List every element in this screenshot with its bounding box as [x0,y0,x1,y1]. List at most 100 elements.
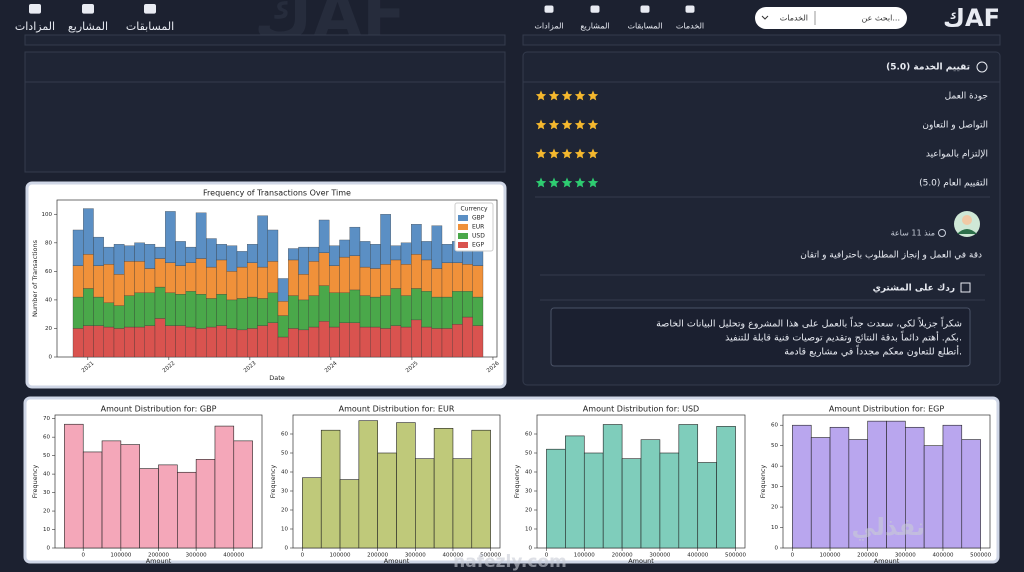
bar-segment [175,241,186,266]
x-axis-label: Amount [146,557,172,565]
x-tick-label: 500000 [725,553,746,559]
bar-segment [359,295,371,328]
bar-segment [370,326,381,358]
stars [535,148,599,159]
bar-segment [165,262,176,293]
bar-segment [175,265,186,295]
star [574,148,586,159]
star [535,148,547,159]
x-tick-label: 500000 [480,553,501,559]
y-tick-label: 0 [775,546,779,552]
nav-item[interactable]: المزادات [534,22,563,31]
histogram-bar [792,424,812,549]
bar-segment [400,264,412,296]
reply-text: شكراً جزيلاً لكي، سعدت جداً بالعمل على ه… [656,316,962,357]
bar-segment [431,225,443,269]
star [535,90,547,101]
histogram-bar [415,458,435,549]
histogram-bar [961,439,981,549]
search-category[interactable]: الخدمات [780,14,808,23]
star [587,177,599,188]
y-tick-label: 50 [43,453,50,459]
histogram-bar [302,477,322,549]
clock-icon [938,229,946,237]
dropdown-arrow [761,15,769,20]
y-tick-label: 0 [49,355,53,361]
y-axis-label: Frequency [31,465,39,499]
star [548,90,560,101]
bar-segment [452,262,463,292]
search-box[interactable] [755,7,907,29]
panel [24,51,506,83]
logo[interactable]: كAF [943,4,1000,32]
y-tick-label: 10 [43,527,50,533]
nav-item[interactable]: المسابقات [627,22,662,31]
search-placeholder[interactable]: ابحث عن... [861,14,900,23]
nav-item[interactable]: الخدمات [676,22,704,31]
y-tick-label: 20 [45,326,52,332]
bar-segment [349,322,361,358]
star [548,177,560,188]
rating-label: جودة العمل [945,92,988,102]
x-tick-label: 0 [81,553,85,559]
nav-icon [544,5,554,13]
x-tick-label: 300000 [895,553,916,559]
nav-item[interactable]: المشاريع [580,22,609,31]
bar-segment [349,255,361,291]
x-tick-label: 100000 [820,553,841,559]
bar-segment [185,262,197,292]
y-tick-label: 80 [45,240,52,246]
bar-segment [452,324,463,358]
x-tick-label: 400000 [223,553,244,559]
y-tick-label: 50 [525,451,532,457]
bar-segment [216,325,227,358]
edit-icon [960,282,971,293]
y-tick-label: 20 [525,508,532,514]
nav-item[interactable]: المسابقات [126,20,174,33]
bar-segment [154,246,166,259]
rating-label: التواصل و التعاون [922,121,988,131]
nav-icon [640,5,650,13]
y-tick-label: 40 [525,470,532,476]
bar-segment [154,286,166,319]
bar-segment [247,244,258,263]
bar-segment [462,264,473,292]
bar-segment [226,245,238,272]
review-text: دقة في العمل و إنجاز المطلوب باحترافية و… [800,251,982,261]
histogram-bar [177,471,197,549]
x-tick-label: 200000 [367,553,388,559]
histogram-bar [433,427,454,549]
bar-segment [72,265,84,298]
bar-segment [226,328,238,358]
bar-segment [390,288,402,326]
legend-swatch [458,233,468,239]
bar-segment [462,316,473,358]
bar-segment [134,292,145,328]
bar-segment [247,296,258,329]
histogram-bar [233,440,253,549]
bar-segment [165,325,176,358]
x-tick-label: 100000 [330,553,351,559]
bar-segment [206,266,217,299]
x-axis-label: Amount [628,557,654,565]
legend-swatch [458,215,468,221]
nav-item[interactable]: المزادات [15,20,55,33]
bar-segment [308,295,320,328]
y-axis-label: Number of Transactions [31,239,39,317]
y-tick-label: 20 [771,505,778,511]
nav-item[interactable]: المشاريع [68,20,108,33]
bar-segment [93,296,104,326]
bar-segment [113,274,125,306]
bar-segment [329,245,340,266]
bar-segment [103,264,115,303]
bar-segment [124,326,135,358]
charts: Currency GBP EUR USD EGP Frequency of Transac… [31,189,992,566]
bar-segment [339,239,350,258]
x-tick-label: 400000 [687,553,708,559]
bar-segment [462,291,473,318]
bar-segment [103,302,115,328]
bar-segment [124,295,135,328]
y-tick-label: 60 [45,269,52,275]
